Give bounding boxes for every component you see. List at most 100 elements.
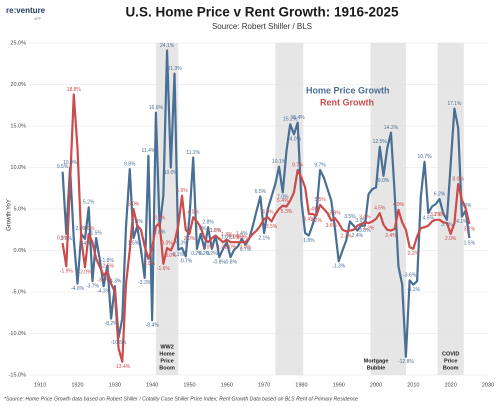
data-label: 0.1% [173, 252, 185, 258]
data-label: 2.0% [445, 236, 457, 242]
data-label: -1.6% [157, 266, 171, 272]
data-label: -2.0% [78, 269, 92, 275]
x-tick-label: 1980 [295, 382, 307, 388]
period-label: Home [159, 351, 174, 357]
x-tick-label: 2010 [407, 382, 419, 388]
data-label: 1.4% [236, 231, 248, 237]
data-label: 4.4% [307, 206, 319, 212]
data-label: 11.4% [142, 148, 156, 154]
data-label: 0.2% [408, 251, 420, 257]
data-label: 8.0% [452, 176, 464, 182]
data-label: 0.2% [199, 251, 211, 257]
data-label: -1.3% [332, 264, 346, 270]
period-label: Price [160, 358, 173, 364]
x-tick-label: 1940 [146, 382, 158, 388]
data-label: 9.8% [124, 161, 136, 167]
period-label: WW2 [160, 344, 173, 350]
data-label: 21.3% [167, 66, 182, 72]
chart-subtitle: Source: Robert Shiller / BLS [212, 22, 312, 31]
data-label: 1.5% [464, 240, 476, 246]
data-label: 3.9% [329, 210, 341, 216]
data-label: 4.8% [460, 203, 472, 209]
x-tick-label: 2030 [482, 382, 494, 388]
y-tick-label: 25.0% [10, 40, 26, 46]
period-label: Boom [159, 365, 175, 371]
data-label: 4.5% [374, 205, 386, 211]
data-label: 2.8% [202, 220, 214, 226]
series-line [61, 49, 471, 358]
x-tick-label: 1930 [109, 382, 121, 388]
data-label: 6.2% [434, 191, 446, 197]
x-tick-label: 2020 [445, 382, 457, 388]
x-tick-label: 1910 [34, 382, 46, 388]
data-label: -0.8% [213, 259, 227, 265]
data-label: 10.1% [272, 159, 287, 165]
data-label: 1.8% [303, 238, 315, 244]
data-label: -3.6% [403, 273, 417, 279]
period-label: Bubble [367, 365, 386, 371]
data-label: -1.8% [101, 258, 115, 264]
data-label: 14.2% [384, 125, 399, 131]
data-label: 2.4% [352, 233, 364, 239]
data-label: 1.0% [229, 235, 241, 241]
y-tick-label: -5.0% [12, 289, 26, 295]
data-label: 1.0% [236, 235, 248, 241]
data-label: 11.2% [186, 150, 200, 156]
data-label: -3.7% [86, 284, 100, 290]
data-label: 15.2% [283, 117, 298, 123]
data-label: 16.6% [149, 105, 164, 111]
y-tick-label: 10.0% [10, 165, 26, 171]
data-label: 1.8% [210, 228, 222, 234]
data-label: 1.5% [128, 240, 140, 246]
data-label: 2.0% [195, 226, 207, 232]
data-label: -3.3% [138, 280, 152, 286]
y-tick-label: -10.0% [9, 331, 27, 337]
data-label: 0.9% [57, 235, 69, 241]
logo-sub: APP [34, 17, 42, 21]
data-label: 5.2% [83, 200, 95, 206]
data-label: 3.6% [326, 223, 338, 229]
data-label: 1.0% [217, 245, 229, 251]
data-label: 3.3% [363, 225, 375, 231]
data-label: 12.5% [373, 139, 388, 145]
shaded-periods [29, 42, 488, 376]
x-tick-label: 2000 [370, 382, 382, 388]
data-label: 0.0% [165, 253, 177, 259]
data-label: 3.7% [430, 212, 442, 218]
period-label: COVID [442, 351, 459, 357]
period-label: Boom [443, 365, 459, 371]
data-label: 2.9% [132, 219, 144, 225]
data-label: -8.2% [105, 321, 119, 327]
data-label: 1.0% [202, 245, 214, 251]
data-label: 4.9% [393, 202, 405, 208]
data-label: -4.3% [97, 289, 111, 295]
data-label: 15.4% [291, 115, 306, 121]
data-label: 3.2% [464, 226, 476, 232]
data-label: 2.8% [154, 230, 166, 236]
data-label: 4.1% [456, 219, 468, 225]
x-tick-label: 1950 [183, 382, 195, 388]
data-label: 1.0% [221, 235, 233, 241]
y-tick-label: 15.0% [10, 123, 26, 129]
data-label: 10.0% [164, 170, 179, 176]
data-label: 0.2% [191, 251, 203, 257]
data-label: 9.7% [314, 162, 326, 168]
data-label: -4.0% [71, 286, 85, 292]
data-label: 6.5% [255, 189, 267, 195]
data-label: 0.2% [206, 251, 218, 257]
data-label: 1.0% [240, 245, 252, 251]
data-label: 24.1% [160, 43, 175, 49]
data-label: 10.0% [63, 160, 78, 166]
y-tick-label: 0.0% [13, 248, 26, 254]
data-label: 0.3% [176, 240, 188, 246]
y-tick-label: -15.0% [9, 372, 27, 378]
data-label: 3.5% [266, 224, 278, 230]
data-label: 5.3% [281, 209, 293, 215]
series-line [61, 93, 471, 363]
data-label: 3.4% [359, 215, 371, 221]
data-label: 17.1% [447, 101, 462, 107]
legend-entry: Home Price Growth [306, 85, 390, 95]
data-label: 0.7% [240, 247, 252, 253]
footnote: *Source: Home Price Growth data based on… [4, 396, 358, 402]
period-label: Mortgage [364, 358, 389, 364]
